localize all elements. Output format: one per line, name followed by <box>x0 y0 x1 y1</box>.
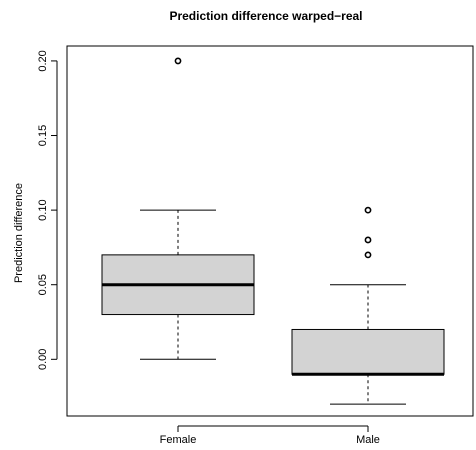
outlier-point <box>364 206 372 214</box>
x-tick-label: Female <box>160 434 197 446</box>
y-axis: 0.00 0.05 0.10 0.15 0.20 <box>37 50 58 370</box>
y-tick-label: 0.00 <box>37 349 49 370</box>
boxes-group <box>101 57 445 405</box>
box-iqr <box>291 328 445 375</box>
outlier-point <box>364 251 372 259</box>
outlier-point <box>174 57 182 65</box>
x-tick-label: Male <box>356 434 380 446</box>
plot-frame <box>66 45 474 417</box>
outlier-point <box>364 236 372 244</box>
y-tick-label: 0.15 <box>37 125 49 146</box>
box-male <box>291 206 445 405</box>
y-tick-label: 0.05 <box>37 274 49 295</box>
y-tick-label: 0.20 <box>37 50 49 71</box>
y-tick-label: 0.10 <box>37 199 49 220</box>
chart-title: Prediction difference warped−real <box>169 9 362 23</box>
box-female <box>101 57 255 360</box>
x-axis: Female Male <box>160 425 380 446</box>
y-axis-label: Prediction difference <box>13 183 25 283</box>
